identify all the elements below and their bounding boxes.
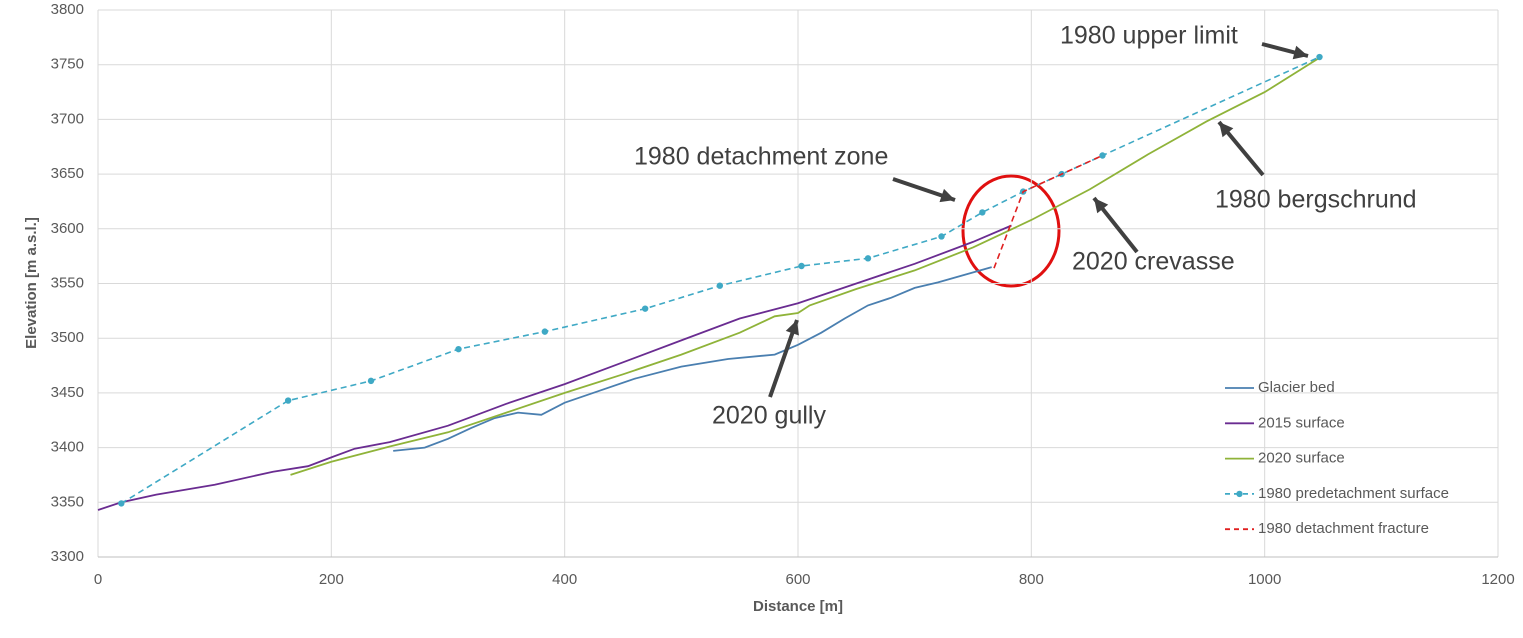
legend-label: 2020 surface <box>1258 450 1345 467</box>
y-tick-label: 3450 <box>51 384 84 401</box>
annotation: 2020 crevasse <box>1072 248 1235 276</box>
legend-label: 1980 detachment fracture <box>1258 520 1429 537</box>
series-line <box>97 224 1012 511</box>
annotation: 1980 detachment zone <box>634 143 888 171</box>
point-marker <box>284 397 292 404</box>
annotation: 2020 gully <box>712 402 826 430</box>
y-tick-label: 3600 <box>51 220 84 237</box>
point-marker <box>118 500 125 507</box>
x-axis-title: Distance [m] <box>753 598 843 615</box>
x-tick-label: 800 <box>1019 571 1044 588</box>
point-marker <box>1099 152 1106 159</box>
y-tick-label: 3350 <box>51 493 84 510</box>
arrow-head <box>1292 45 1308 60</box>
point-marker <box>641 305 649 312</box>
point-marker <box>716 282 724 289</box>
y-tick-label: 3400 <box>51 439 84 456</box>
legend-marker <box>1236 490 1243 498</box>
x-tick-label: 600 <box>785 571 810 588</box>
legend-label: Glacier bed <box>1258 379 1335 396</box>
y-tick-label: 3650 <box>51 165 84 182</box>
y-axis-title: Elevation [m a.s.l.] <box>23 217 40 349</box>
arrow-head <box>1094 198 1109 214</box>
arrow-head <box>1219 122 1234 138</box>
highlight-ellipse <box>961 174 1061 288</box>
y-tick-label: 3550 <box>51 274 84 291</box>
series-line <box>993 154 1103 269</box>
series-line <box>393 266 992 452</box>
y-tick-label: 3800 <box>51 1 84 18</box>
point-marker <box>938 233 945 240</box>
x-tick-label: 1000 <box>1248 571 1281 588</box>
arrow-head <box>785 320 799 336</box>
point-marker <box>864 255 872 262</box>
point-marker <box>455 345 462 353</box>
x-tick-label: 0 <box>94 571 102 588</box>
x-tick-label: 400 <box>552 571 577 588</box>
annotation: 1980 bergschrund <box>1215 186 1417 214</box>
point-marker <box>541 328 549 335</box>
point-marker <box>1316 53 1323 61</box>
y-tick-label: 3500 <box>51 329 84 346</box>
y-tick-label: 3700 <box>51 110 84 127</box>
x-tick-label: 200 <box>319 571 344 588</box>
y-tick-label: 3300 <box>51 548 84 565</box>
series-line <box>290 56 1322 476</box>
x-tick-label: 1200 <box>1481 571 1514 588</box>
annotation: 1980 upper limit <box>1060 22 1238 50</box>
legend-label: 1980 predetachment surface <box>1258 485 1449 502</box>
arrow-head <box>939 188 955 203</box>
point-marker <box>367 377 375 385</box>
point-marker <box>979 209 986 216</box>
y-tick-label: 3750 <box>51 56 84 73</box>
legend-label: 2015 surface <box>1258 414 1345 431</box>
point-marker <box>798 262 805 270</box>
